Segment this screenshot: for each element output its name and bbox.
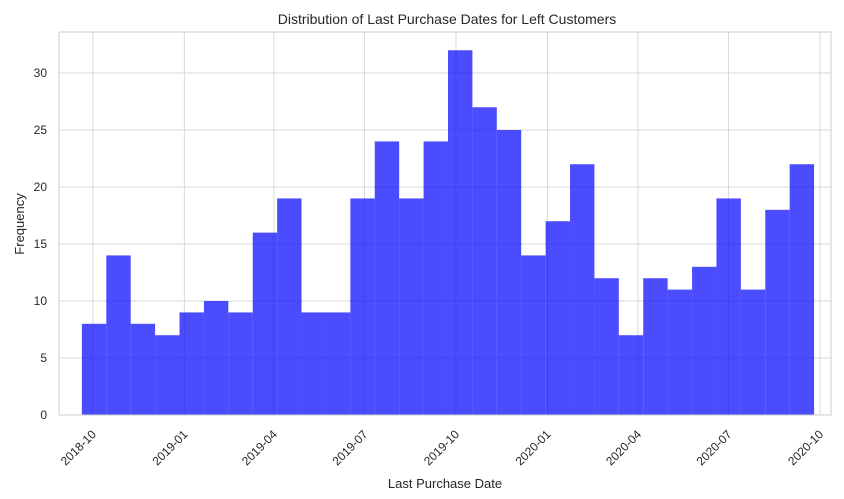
histogram-bar [447,50,473,415]
x-tick-label: 2020-07 [694,427,735,468]
histogram-bar [106,255,131,415]
histogram-bar [374,141,400,415]
y-tick-label: 15 [34,237,48,251]
y-axis-label: Frequency [12,193,27,255]
chart-title: Distribution of Last Purchase Dates for … [278,11,616,27]
x-tick-label: 2019-10 [421,427,462,468]
histogram-bar [423,141,448,415]
histogram-bar [521,255,546,415]
histogram-bar [252,232,278,415]
histogram-bar [472,107,497,415]
y-tick-label: 25 [34,123,48,137]
histogram-bar [301,312,326,415]
histogram-bar [570,164,595,415]
histogram-bar [228,312,253,415]
histogram-bar [692,266,717,415]
y-tick-label: 30 [34,66,48,80]
histogram-bar [496,130,522,415]
x-tick-label: 2020-10 [785,427,826,468]
x-tick-label: 2020-01 [513,427,554,468]
histogram-bar [667,289,693,415]
x-tick-labels: 2018-10 2019-01 2019-04 2019-07 2019-10 2020-… [58,427,827,468]
plot-frame [58,31,832,416]
x-tick-label: 2019-07 [329,427,370,468]
histogram-bar [789,164,815,415]
histogram-bar [130,323,156,415]
histogram-bars [81,50,815,415]
histogram-bar [618,335,644,415]
histogram-bar [179,312,204,415]
x-tick-label: 2019-04 [239,427,280,468]
y-tick-label: 5 [40,351,47,365]
histogram-bar [155,335,180,415]
x-tick-label: 2018-10 [58,427,99,468]
y-tick-label: 0 [40,408,47,422]
x-tick-label: 2019-01 [149,427,190,468]
y-tick-label: 20 [34,180,48,194]
histogram-bar [740,289,766,415]
histogram-bar [350,198,375,415]
x-axis-label: Last Purchase Date [388,476,502,491]
histogram-bar [277,198,302,415]
histogram-bar [81,323,107,415]
histogram-bar [643,278,668,415]
y-tick-labels: 0 5 10 15 20 25 30 [34,66,48,422]
histogram-bar [765,209,790,415]
y-tick-label: 10 [34,294,48,308]
x-tick-label: 2020-04 [603,427,644,468]
histogram-bar [203,301,229,415]
histogram-bar [325,312,351,415]
histogram-bar [594,278,619,415]
histogram-bar [545,221,571,415]
histogram-bar [399,198,424,415]
histogram-bar [716,198,741,415]
